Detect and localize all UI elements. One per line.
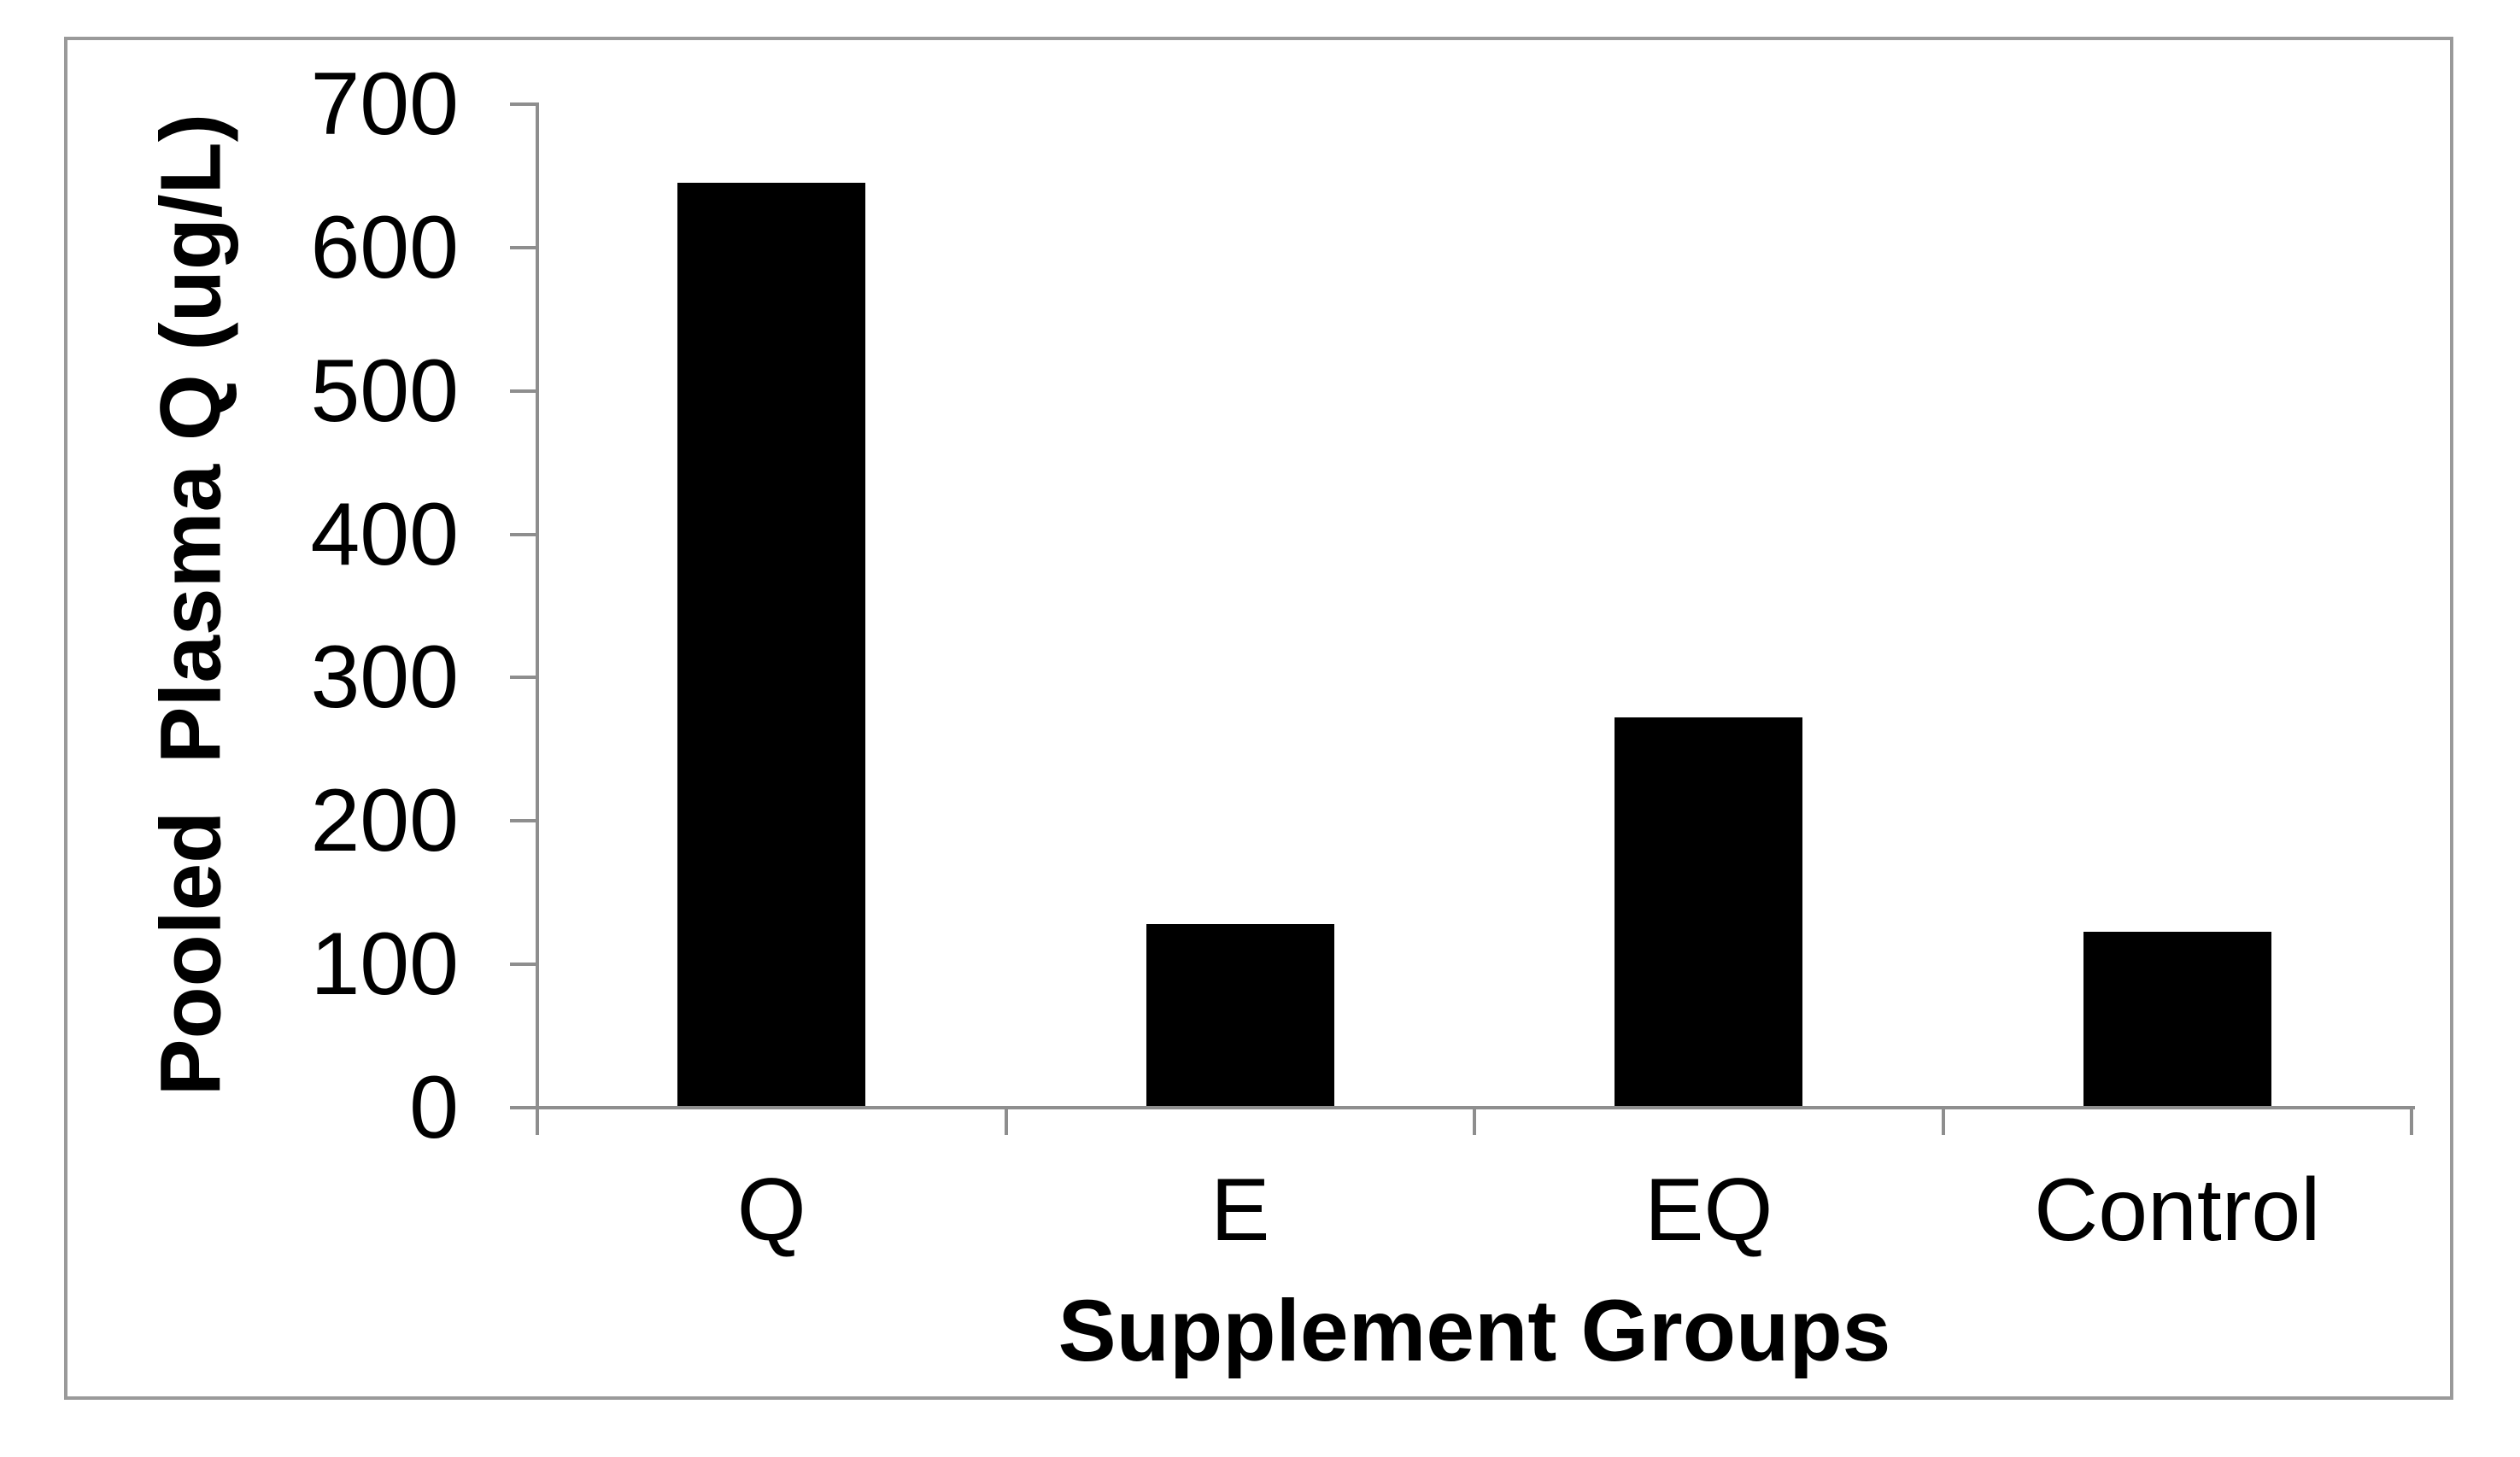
x-tick-mark [1004, 1108, 1008, 1135]
x-category-label: E [1210, 1161, 1270, 1260]
bar-q [677, 183, 866, 1108]
y-tick-label: 0 [409, 1058, 459, 1157]
x-tick-mark [2410, 1108, 2413, 1135]
y-tick-mark [510, 102, 539, 106]
y-tick-label: 400 [310, 484, 459, 584]
y-tick-mark [510, 389, 539, 393]
bar-e [1146, 924, 1334, 1108]
y-axis-line [536, 104, 539, 1111]
x-axis-line [536, 1106, 2415, 1109]
y-tick-mark [510, 963, 539, 967]
y-tick-label: 300 [310, 628, 459, 728]
chart-border-frame [64, 37, 2453, 1400]
x-axis-title: Supplement Groups [1058, 1282, 1891, 1379]
y-tick-mark [510, 676, 539, 680]
x-category-label: Q [736, 1161, 806, 1260]
x-tick-mark [536, 1108, 539, 1135]
y-tick-mark [510, 819, 539, 823]
x-tick-mark [1473, 1108, 1476, 1135]
y-tick-label: 700 [310, 55, 459, 154]
y-tick-label: 100 [310, 915, 459, 1015]
y-tick-mark [510, 245, 539, 249]
y-tick-mark [510, 1106, 539, 1109]
y-tick-label: 200 [310, 771, 459, 871]
y-tick-label: 500 [310, 341, 459, 441]
bar-control [2083, 932, 2271, 1108]
x-category-label: EQ [1644, 1161, 1773, 1260]
x-category-label: Control [2034, 1161, 2321, 1260]
x-tick-mark [1941, 1108, 1945, 1135]
bar-eq [1615, 717, 1803, 1108]
y-tick-label: 600 [310, 197, 459, 297]
y-tick-mark [510, 532, 539, 536]
